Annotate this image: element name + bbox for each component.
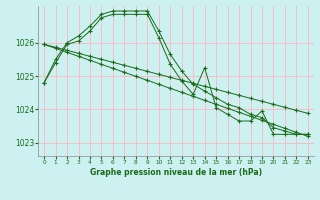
X-axis label: Graphe pression niveau de la mer (hPa): Graphe pression niveau de la mer (hPa) <box>90 168 262 177</box>
